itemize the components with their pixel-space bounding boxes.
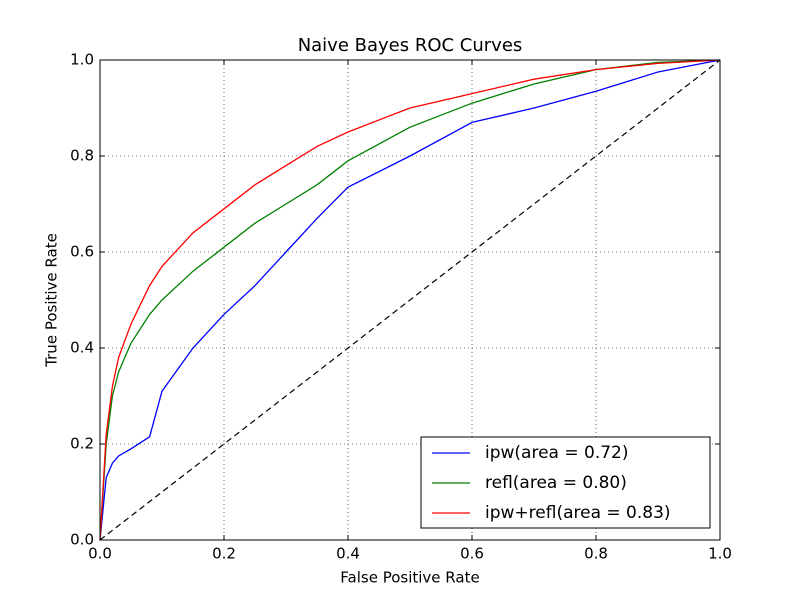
legend-text: refl(area = 0.80)	[485, 473, 627, 493]
chart-title: Naive Bayes ROC Curves	[298, 35, 523, 56]
x-axis-label: False Positive Rate	[340, 569, 479, 587]
x-tick-label: 0.4	[336, 545, 360, 563]
x-tick-label: 0.6	[460, 545, 484, 563]
reference-line	[99, 59, 721, 541]
y-tick-label: 0.2	[70, 435, 94, 453]
legend-text: ipw(area = 0.72)	[485, 443, 629, 463]
x-tick-label: 0.2	[212, 545, 236, 563]
y-tick-label: 0.4	[70, 339, 94, 357]
x-tick-label: 0.8	[584, 545, 608, 563]
y-tick-label: 0.0	[70, 531, 94, 549]
y-axis-label: True Positive Rate	[43, 233, 61, 368]
y-tick-label: 0.6	[70, 243, 94, 261]
x-tick-label: 0.0	[88, 545, 112, 563]
roc-line	[99, 59, 721, 541]
y-tick-label: 0.8	[70, 147, 94, 165]
roc-line	[99, 59, 721, 541]
y-tick-label: 1.0	[70, 51, 94, 69]
legend-text: ipw+refl(area = 0.83)	[485, 503, 671, 523]
plot-frame	[99, 59, 721, 541]
roc-line	[99, 59, 721, 541]
x-tick-label: 1.0	[708, 545, 732, 563]
